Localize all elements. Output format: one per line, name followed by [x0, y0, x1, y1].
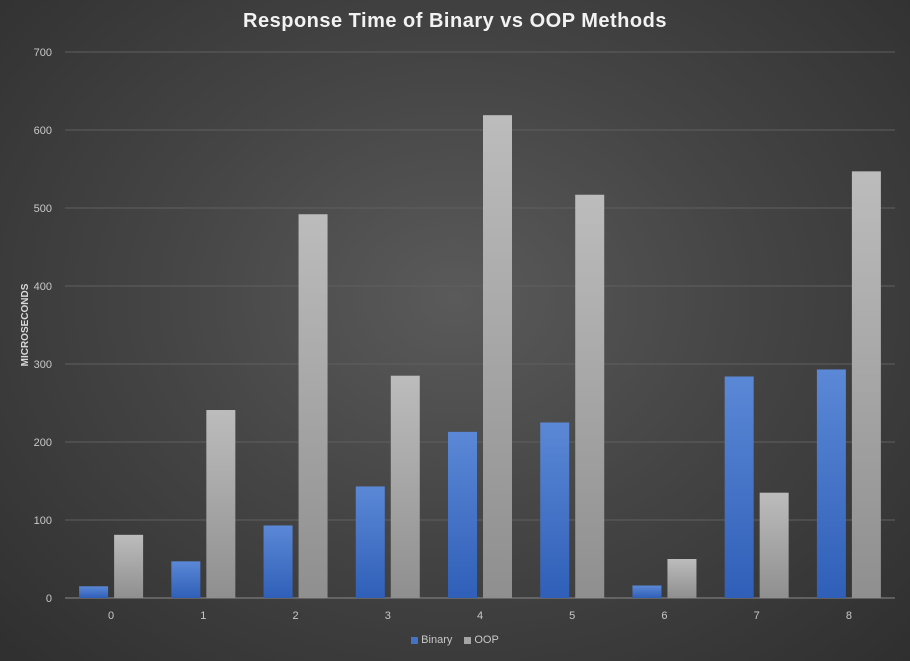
- x-tick-label: 5: [569, 610, 575, 622]
- y-axis-ticks: 0 100 200 300 400 500 600 700: [34, 47, 52, 605]
- bar-oop-2: [298, 214, 328, 599]
- bar-oop-7: [759, 492, 789, 598]
- bar-oop-5: [575, 194, 605, 599]
- bar-binary-5: [540, 422, 570, 598]
- legend-label: OOP: [474, 634, 499, 646]
- bar-oop-1: [206, 410, 236, 598]
- bar-oop-4: [483, 115, 512, 599]
- bar-oop-3: [390, 375, 420, 598]
- x-tick-label: 6: [661, 610, 667, 622]
- y-tick-label: 700: [34, 47, 52, 59]
- x-tick-label: 4: [477, 610, 483, 622]
- bar-binary-0: [79, 586, 109, 598]
- bar-binary-1: [171, 561, 201, 598]
- x-tick-label: 7: [754, 610, 760, 622]
- y-tick-label: 300: [34, 359, 52, 371]
- gridlines: [65, 51, 895, 599]
- x-tick-label: 3: [385, 610, 391, 622]
- bar-binary-8: [816, 369, 846, 598]
- bar-binary-2: [263, 525, 293, 598]
- bars: [79, 115, 881, 599]
- y-tick-label: 0: [46, 593, 52, 605]
- bar-oop-6: [667, 559, 697, 598]
- y-tick-label: 200: [34, 437, 52, 449]
- bar-binary-7: [724, 376, 754, 598]
- y-axis-label: MICROSECONDS: [20, 283, 31, 366]
- bar-binary-3: [355, 486, 385, 598]
- y-tick-label: 600: [34, 125, 52, 137]
- x-tick-label: 2: [292, 610, 298, 622]
- x-tick-label: 8: [846, 610, 852, 622]
- legend-item-binary: Binary: [411, 634, 452, 646]
- chart-title: Response Time of Binary vs OOP Methods: [243, 10, 667, 32]
- bar-oop-0: [114, 534, 144, 598]
- legend-item-oop: OOP: [464, 634, 499, 646]
- y-tick-label: 100: [34, 515, 52, 527]
- x-tick-label: 1: [200, 610, 206, 622]
- bar-binary-4: [448, 431, 477, 598]
- y-tick-label: 400: [34, 281, 52, 293]
- legend: Binary OOP: [0, 634, 910, 646]
- legend-swatch: [411, 636, 419, 644]
- y-tick-label: 500: [34, 203, 52, 215]
- legend-label: Binary: [421, 634, 453, 646]
- x-tick-label: 0: [108, 610, 114, 622]
- x-axis-ticks: 0 1 2 3 4 5 6 7 8: [108, 610, 852, 622]
- bar-oop-8: [851, 171, 881, 598]
- bar-binary-6: [632, 585, 662, 598]
- legend-swatch: [464, 636, 472, 644]
